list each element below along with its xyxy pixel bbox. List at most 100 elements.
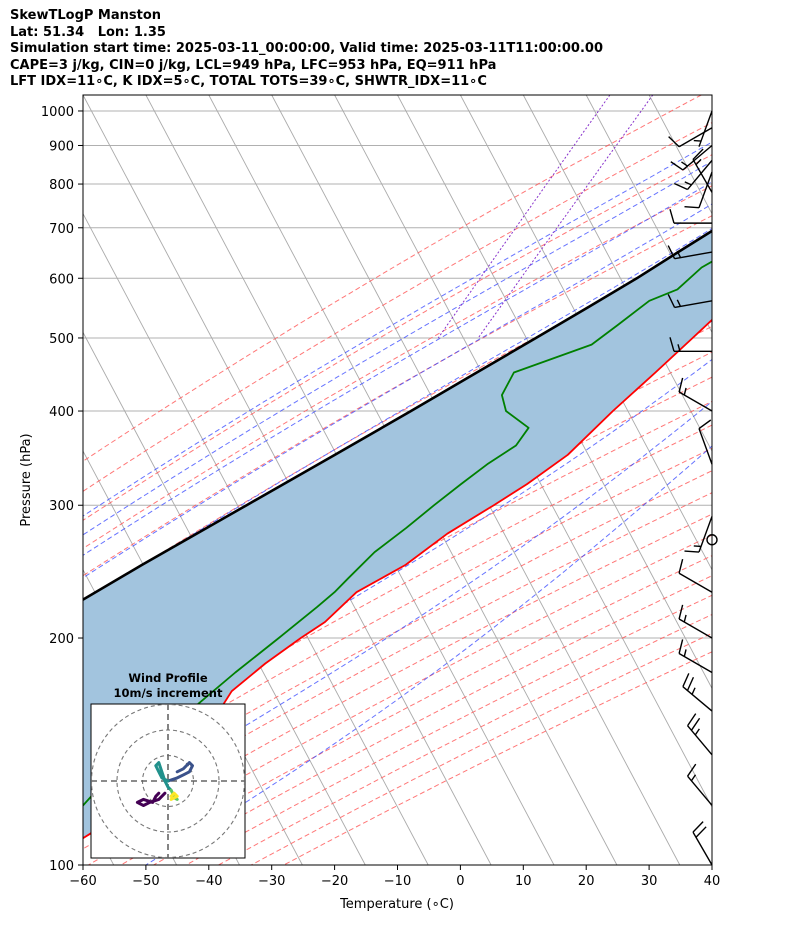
barb-flag bbox=[690, 717, 701, 731]
moist-adiabat bbox=[83, 203, 712, 579]
parcel-line bbox=[83, 229, 712, 602]
mixing-ratio-line bbox=[477, 95, 654, 339]
barb-flag bbox=[695, 826, 707, 838]
wind-barb bbox=[667, 245, 713, 260]
dry-adiabat bbox=[83, 470, 712, 810]
barb-half-flag bbox=[693, 545, 702, 548]
barb-flag bbox=[673, 182, 688, 191]
y-tick-label: 700 bbox=[49, 222, 74, 237]
x-tick-label: 30 bbox=[641, 874, 658, 889]
wind-barb bbox=[682, 673, 713, 712]
barb-half-flag bbox=[676, 299, 682, 307]
barb-flag bbox=[667, 245, 676, 259]
barb-flag bbox=[692, 148, 704, 160]
isotherm-line bbox=[585, 95, 712, 334]
y-tick-label: 200 bbox=[49, 632, 74, 647]
wind-barb bbox=[678, 377, 713, 412]
dry-adiabat bbox=[83, 424, 712, 768]
barb-staff bbox=[682, 144, 713, 171]
simulation-times: Simulation start time: 2025-03-11_00:00:… bbox=[10, 41, 603, 56]
barb-staff bbox=[698, 110, 713, 147]
wind-barb bbox=[669, 208, 712, 224]
dry-adiabat bbox=[88, 534, 712, 865]
barb-staff bbox=[692, 831, 713, 866]
isotherm-line bbox=[83, 95, 492, 865]
wind-barb bbox=[678, 604, 713, 639]
x-tick-label: 20 bbox=[578, 874, 595, 889]
calm-wind-circle bbox=[706, 534, 718, 546]
isotherm-line bbox=[460, 95, 712, 571]
moist-adiabat bbox=[83, 141, 712, 517]
barb-staff bbox=[678, 652, 713, 674]
barb-staff bbox=[687, 775, 713, 806]
barb-half-flag bbox=[681, 161, 688, 167]
barb-flag bbox=[678, 639, 684, 654]
y-tick-label: 400 bbox=[49, 405, 74, 420]
y-tick-label: 600 bbox=[49, 272, 74, 287]
hodograph-trace bbox=[169, 791, 179, 801]
isotherm-line bbox=[334, 95, 712, 809]
wind-barb bbox=[692, 148, 713, 193]
barb-flag bbox=[686, 713, 697, 727]
x-tick-label: 10 bbox=[515, 874, 532, 889]
barb-flag bbox=[682, 673, 690, 687]
wind-barb bbox=[678, 558, 713, 593]
barb-flag bbox=[686, 676, 695, 691]
barb-flag bbox=[669, 337, 675, 352]
barb-half-flag bbox=[684, 181, 692, 186]
wind-barb bbox=[698, 419, 713, 465]
barb-half-flag bbox=[677, 344, 681, 352]
barb-half-flag bbox=[683, 614, 687, 623]
wind-barb bbox=[669, 337, 712, 353]
barb-half-flag bbox=[694, 728, 700, 736]
barb-half-flag bbox=[676, 250, 682, 258]
chart-header: SkewTLogP Manston Lat: 51.34 Lon: 1.35 S… bbox=[10, 8, 603, 91]
isotherm-line bbox=[83, 331, 366, 865]
wind-barb bbox=[686, 713, 713, 756]
barb-staff bbox=[678, 572, 713, 593]
barb-flag bbox=[668, 136, 680, 148]
barb-staff bbox=[678, 391, 713, 412]
barb-flag bbox=[678, 558, 684, 574]
x-tick-label: −30 bbox=[258, 874, 285, 889]
y-tick-label: 1000 bbox=[41, 105, 74, 120]
stability-indices-1: CAPE=3 j/kg, CIN=0 j/kg, LCL=949 hPa, LF… bbox=[10, 57, 497, 73]
wind-barb bbox=[693, 110, 713, 147]
moist-adiabat bbox=[83, 400, 712, 825]
x-tick-label: −40 bbox=[195, 874, 222, 889]
wind-barb bbox=[670, 144, 713, 171]
moist-adiabat bbox=[83, 160, 712, 536]
moist-adiabat bbox=[145, 445, 712, 865]
barb-staff bbox=[698, 428, 713, 465]
wind-barb bbox=[684, 516, 713, 553]
barb-flag bbox=[686, 763, 697, 777]
y-tick-label: 300 bbox=[49, 499, 74, 514]
y-tick-label: 500 bbox=[49, 332, 74, 347]
barb-half-flag bbox=[693, 139, 702, 142]
wind-barb bbox=[686, 763, 713, 806]
y-axis-label: Pressure (hPa) bbox=[19, 433, 34, 526]
wind-barb bbox=[667, 294, 713, 309]
barb-flag bbox=[684, 550, 700, 553]
moist-adiabat bbox=[83, 181, 712, 556]
station-coordinates: Lat: 51.34 Lon: 1.35 bbox=[10, 24, 166, 40]
dewpoint-line bbox=[83, 260, 712, 807]
barb-flag bbox=[678, 377, 684, 393]
wind-barb bbox=[668, 127, 713, 148]
barb-staff bbox=[674, 251, 713, 260]
barb-flag bbox=[698, 419, 712, 430]
hodograph-trace bbox=[154, 761, 173, 792]
barb-flag bbox=[692, 821, 704, 833]
dry-adiabat bbox=[83, 513, 712, 850]
dry-adiabat bbox=[83, 122, 712, 492]
isotherm-line bbox=[522, 95, 712, 452]
isotherm-line bbox=[711, 95, 712, 96]
wind-barb bbox=[673, 159, 713, 191]
barb-flag bbox=[669, 208, 675, 224]
wind-barb bbox=[684, 171, 713, 209]
x-tick-label: 40 bbox=[704, 874, 721, 889]
x-axis-label: Temperature (∘C) bbox=[339, 897, 454, 912]
barb-staff bbox=[698, 171, 713, 208]
barb-staff bbox=[687, 159, 713, 190]
